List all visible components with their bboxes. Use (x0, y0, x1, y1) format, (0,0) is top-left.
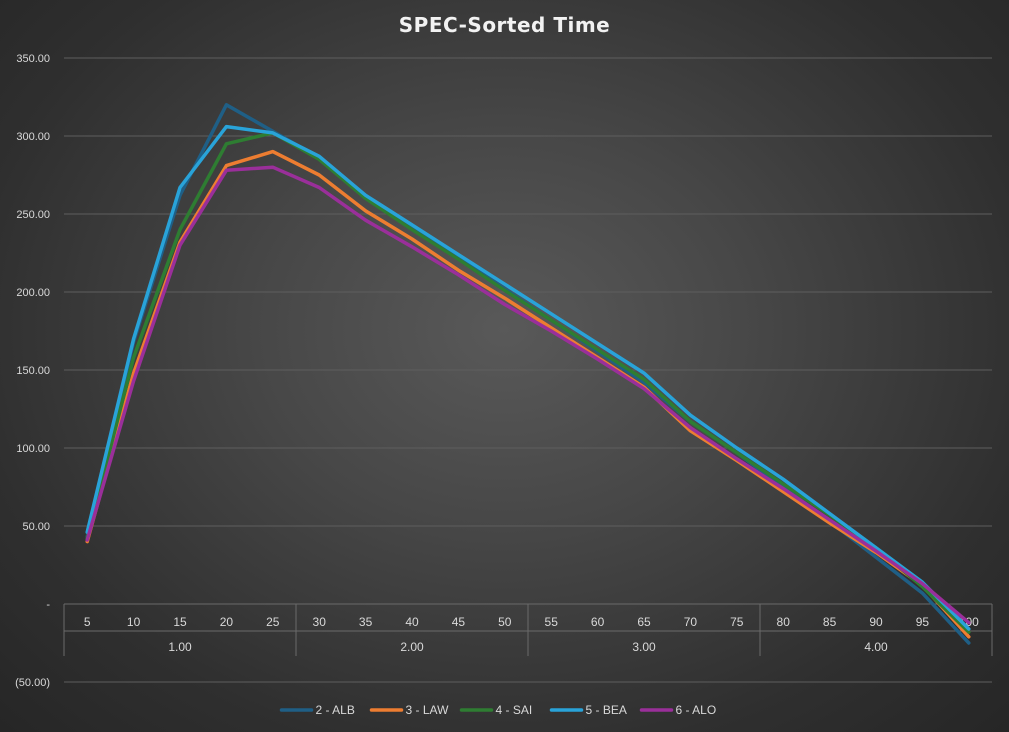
legend-item: 6 - ALO (639, 703, 717, 717)
y-tick-label: 150.00 (16, 365, 50, 377)
x-tick-label: 30 (313, 615, 327, 629)
legend-item: 5 - BEA (549, 703, 627, 717)
x-group-label: 1.00 (168, 640, 192, 654)
x-tick-label: 50 (498, 615, 512, 629)
x-tick-label: 45 (452, 615, 466, 629)
legend-label: 4 - SAI (496, 703, 533, 717)
legend: 2 - ALB 3 - LAW 4 - SAI 5 - BEA 6 - ALO (279, 703, 717, 717)
x-tick-label: 65 (637, 615, 651, 629)
x-tick-label: 25 (266, 615, 280, 629)
x-axis: 5 10 15 20 25 30 35 40 45 50 55 60 65 70 75 80 85 90 95 100… (63, 603, 993, 656)
y-tick-label: 250.00 (16, 209, 50, 221)
y-axis-tick-labels: 350.00 300.00 250.00 200.00 150.00 100.00 50.0… (15, 53, 50, 689)
series-lines (85, 103, 971, 645)
series-line-2-alb (85, 103, 971, 645)
y-tick-label: 350.00 (16, 53, 50, 65)
x-tick-label: 5 (84, 615, 91, 629)
legend-label: 2 - ALB (316, 703, 355, 717)
y-tick-label: 200.00 (16, 287, 50, 299)
x-tick-label: 55 (545, 615, 559, 629)
x-tick-label: 95 (916, 615, 930, 629)
x-tick-label: 15 (173, 615, 187, 629)
legend-label: 6 - ALO (676, 703, 717, 717)
chart-title: SPEC-Sorted Time (399, 13, 610, 37)
legend-label: 5 - BEA (586, 703, 627, 717)
legend-label: 3 - LAW (406, 703, 450, 717)
legend-item: 4 - SAI (459, 703, 533, 717)
x-tick-label: 35 (359, 615, 373, 629)
x-tick-label: 10 (127, 615, 141, 629)
x-group-label: 2.00 (400, 640, 424, 654)
x-tick-label: 70 (684, 615, 698, 629)
x-tick-label: 90 (869, 615, 883, 629)
y-tick-label: - (46, 599, 50, 611)
x-tick-label: 80 (777, 615, 791, 629)
series-line-4-sai (85, 131, 971, 634)
x-tick-label: 75 (730, 615, 744, 629)
x-tick-label: 20 (220, 615, 234, 629)
y-tick-label: 50.00 (22, 521, 50, 533)
x-tick-label: 85 (823, 615, 837, 629)
x-group-label: 3.00 (632, 640, 656, 654)
y-tick-label: (50.00) (15, 677, 50, 689)
x-tick-label: 60 (591, 615, 605, 629)
legend-item: 3 - LAW (369, 703, 450, 717)
legend-item: 2 - ALB (279, 703, 355, 717)
y-tick-label: 100.00 (16, 443, 50, 455)
series-line-5-bea (85, 124, 971, 631)
series-line-3-law (85, 149, 971, 639)
series-line-6-alo (85, 165, 971, 625)
x-tick-label: 40 (405, 615, 419, 629)
y-tick-label: 300.00 (16, 131, 50, 143)
x-group-label: 4.00 (864, 640, 888, 654)
